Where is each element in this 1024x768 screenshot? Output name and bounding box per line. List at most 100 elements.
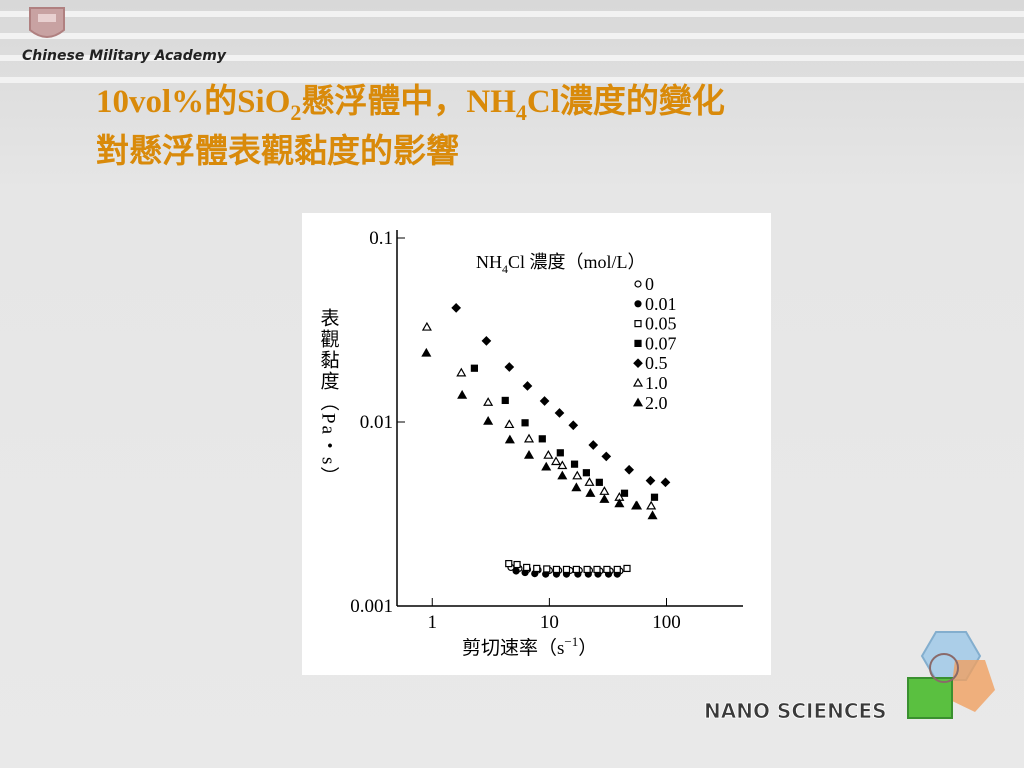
legend-marker	[633, 358, 643, 369]
marker	[557, 470, 568, 480]
marker	[562, 565, 571, 574]
marker	[620, 489, 629, 497]
legend-marker	[634, 280, 642, 288]
slide-title: 對懸浮體表觀黏度的影響	[96, 132, 459, 170]
legend-label: 0.01	[645, 294, 677, 314]
marker	[623, 564, 631, 573]
title-part: 懸浮體中，NH	[301, 83, 516, 120]
marker	[521, 419, 529, 427]
marker	[646, 500, 657, 510]
marker	[613, 565, 621, 574]
marker	[421, 321, 432, 331]
legend-label: 0.07	[645, 333, 677, 353]
marker	[572, 565, 580, 574]
legend-label: 0.05	[645, 314, 677, 334]
marker	[557, 460, 568, 470]
marker	[583, 565, 591, 574]
x-label-part: 剪切速率（s	[462, 637, 564, 659]
legend-label: 0.5	[645, 353, 668, 373]
legend-title-part: NH	[476, 252, 502, 272]
y-tick-label: 0.1	[369, 228, 393, 249]
marker	[595, 478, 603, 486]
x-tick-label: 100	[652, 612, 681, 633]
marker	[504, 419, 515, 429]
marker	[650, 493, 659, 501]
slide-title: 10vol%的SiO2懸浮體中，NH4Cl濃度的變化	[96, 83, 725, 125]
marker	[599, 494, 610, 503]
legend-label: 1.0	[645, 373, 668, 393]
marker	[533, 564, 541, 573]
marker	[504, 362, 515, 372]
marker	[456, 367, 467, 377]
x-tick-label: 1	[428, 612, 438, 633]
title-part: 10vol%的SiO	[96, 83, 290, 120]
marker	[551, 456, 562, 466]
legend-marker	[634, 320, 642, 328]
marker	[585, 488, 596, 497]
legend-label: 0	[645, 274, 654, 294]
marker	[451, 303, 462, 313]
marker	[481, 336, 492, 346]
marker	[505, 559, 513, 568]
chart-background	[302, 213, 771, 675]
marker	[541, 461, 552, 471]
marker	[631, 500, 642, 510]
title-part: Cl濃度的變化	[527, 83, 725, 120]
marker	[660, 477, 671, 488]
marker	[538, 435, 546, 443]
marker	[552, 565, 561, 574]
marker	[523, 433, 535, 443]
chart: 0.1 0.01 0.001 1 10 100 剪切速率（s−1） 表觀黏度（Pa・s） NH4…	[318, 228, 743, 659]
legend-marker	[634, 339, 642, 347]
marker	[539, 396, 550, 406]
legend-title-part: Cl 濃度（mol/L）	[508, 252, 646, 272]
marker	[593, 565, 601, 574]
marker	[470, 364, 479, 372]
nano-logo	[907, 631, 995, 719]
title-subscript: 2	[290, 100, 301, 125]
x-label-superscript: −1	[564, 634, 578, 649]
marker	[624, 464, 635, 475]
marker	[504, 434, 515, 444]
brand-text: NANO SCIENCES	[704, 699, 887, 723]
marker	[522, 381, 533, 391]
marker	[543, 565, 551, 573]
marker	[512, 567, 520, 575]
y-axis-label: 表觀黏度（Pa・s）	[318, 308, 340, 488]
marker	[543, 449, 554, 459]
marker	[523, 563, 531, 572]
marker	[588, 440, 599, 450]
marker	[570, 460, 579, 468]
marker	[513, 560, 521, 569]
y-tick-label: 0.001	[350, 596, 393, 617]
x-tick-label: 10	[540, 612, 559, 633]
marker	[568, 420, 579, 431]
marker	[603, 565, 611, 574]
y-tick-label: 0.01	[360, 412, 393, 433]
marker	[457, 389, 468, 399]
legend-label: 2.0	[645, 393, 668, 413]
marker	[582, 469, 590, 477]
title-subscript: 4	[516, 100, 527, 125]
marker	[614, 498, 625, 508]
marker	[601, 451, 612, 462]
marker	[647, 510, 658, 520]
marker	[483, 415, 494, 425]
marker	[571, 482, 582, 492]
marker	[483, 397, 494, 406]
marker	[523, 449, 535, 459]
legend-marker	[632, 397, 644, 407]
marker	[421, 347, 432, 357]
marker	[554, 408, 565, 418]
legend-marker	[632, 377, 644, 387]
academy-emblem	[29, 7, 65, 38]
legend-marker	[634, 300, 642, 308]
marker	[572, 470, 583, 480]
marker	[556, 449, 564, 457]
marker	[584, 477, 595, 486]
x-label-part: ）	[578, 637, 597, 659]
header-stripes	[0, 11, 1024, 83]
legend-title: NH4Cl 濃度（mol/L）	[476, 252, 646, 276]
legend-title-subscript: 4	[502, 262, 508, 276]
